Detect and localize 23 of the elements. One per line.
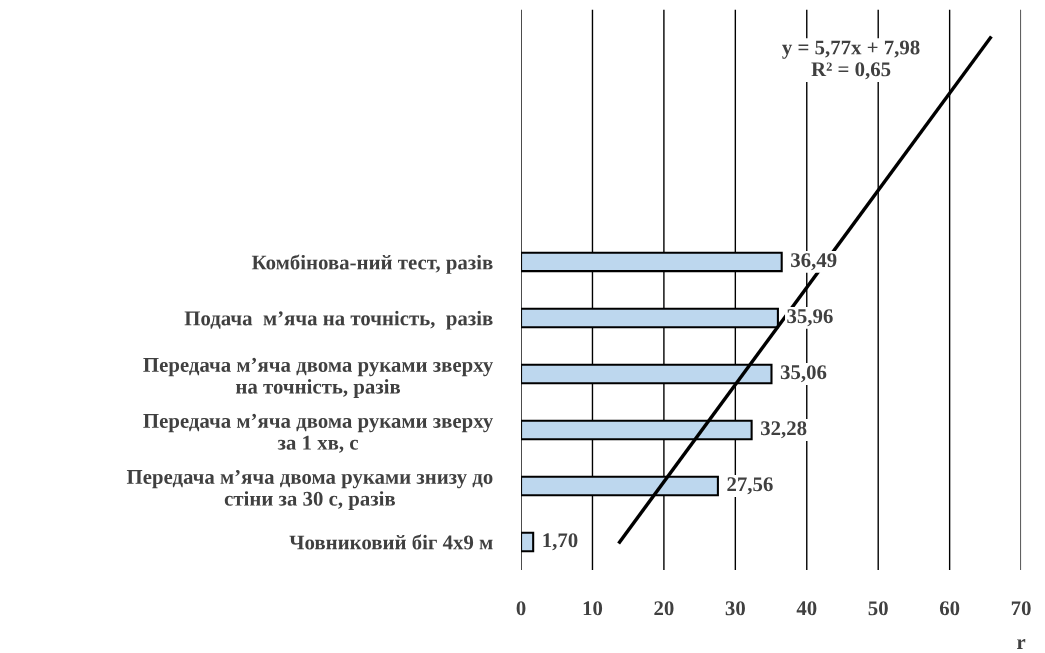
data-label: 36,49 bbox=[791, 253, 837, 271]
y-tick-label: Подача м’яча на точність, разів bbox=[184, 310, 493, 330]
y-tick-label: Передача м’яча двома руками зверху на точність, разів bbox=[143, 357, 494, 398]
y-tick-label: Передача м’яча двома руками зверху за 1 хв, с bbox=[143, 413, 494, 453]
x-tick-label: 0 bbox=[516, 601, 526, 616]
x-tick-label: 40 bbox=[796, 601, 817, 616]
data-label: 35,96 bbox=[787, 309, 833, 327]
data-label: 35,06 bbox=[780, 365, 827, 383]
x-tick-label: 70 bbox=[1011, 601, 1031, 616]
x-axis-title: r bbox=[1017, 639, 1026, 649]
y-tick-label: Комбінова-ний тест, разів bbox=[251, 254, 493, 274]
x-tick-label: 20 bbox=[654, 601, 674, 616]
y-tick-label: Передача м’яча двома руками знизу до стіни за 30 с, разів bbox=[126, 469, 493, 511]
x-tick-label: 30 bbox=[725, 601, 745, 616]
y-tick-label: Човниковий біг 4х9 м bbox=[289, 534, 493, 550]
x-tick-label: 50 bbox=[868, 601, 888, 616]
bar bbox=[521, 531, 535, 553]
x-tick-label: 10 bbox=[583, 601, 603, 616]
data-label: 1,70 bbox=[543, 533, 578, 551]
x-tick-label: 60 bbox=[939, 601, 960, 616]
data-label: 27,56 bbox=[727, 477, 773, 495]
annotation: y = 5,77x + 7,98 R² = 0,65 bbox=[782, 40, 920, 80]
data-label: 32,28 bbox=[760, 421, 807, 439]
